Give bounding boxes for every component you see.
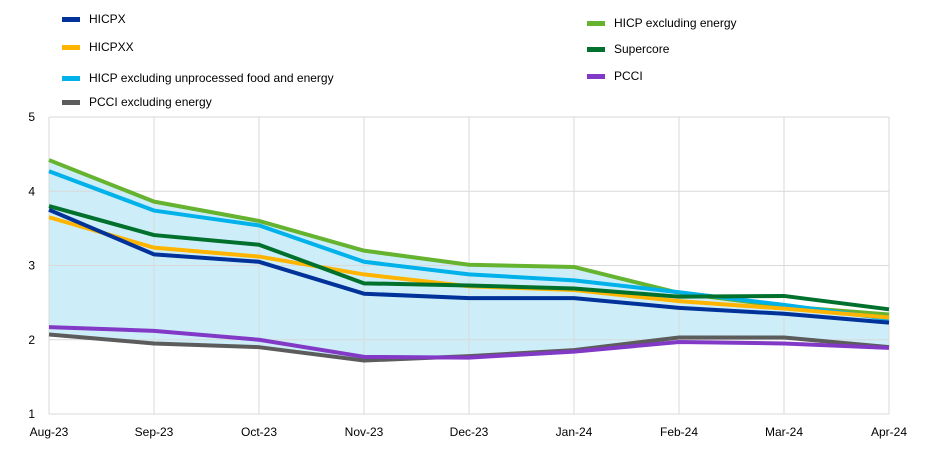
legend-item-hicp-excl-unprocessed-food-energy: HICP excluding unprocessed food and ener… — [62, 71, 334, 85]
legend-label: HICPX — [89, 12, 126, 26]
legend-swatch — [587, 46, 605, 52]
legend-label: HICPXX — [89, 40, 134, 54]
x-tick-label: Aug-23 — [30, 425, 69, 439]
series-line-hicpx — [48, 207, 890, 325]
y-tick-label: 5 — [28, 110, 35, 124]
legend-item-supercore: Supercore — [587, 42, 669, 56]
x-tick-label: Oct-23 — [241, 425, 277, 439]
legend-item-hicp-excl-energy: HICP excluding energy — [587, 16, 737, 30]
x-tick-label: Jan-24 — [556, 425, 593, 439]
series-line-supercore — [48, 204, 890, 312]
legend-swatch — [62, 44, 80, 50]
x-tick-label: Dec-23 — [450, 425, 489, 439]
y-tick-label: 1 — [28, 407, 35, 421]
x-tick-label: Apr-24 — [871, 425, 907, 439]
legend-swatch — [62, 99, 80, 105]
legend-swatch — [62, 75, 80, 81]
y-tick-label: 2 — [28, 333, 35, 347]
series-line-pcci — [48, 325, 890, 360]
legend-label: PCCI excluding energy — [89, 95, 212, 109]
legend-item-hicpxx: HICPXX — [62, 40, 134, 54]
legend-label: HICP excluding unprocessed food and ener… — [89, 71, 334, 85]
y-tick-label: 4 — [28, 184, 35, 198]
legend-label: PCCI — [614, 69, 643, 83]
legend-label: Supercore — [614, 42, 670, 56]
legend-item-hicpx: HICPX — [62, 12, 126, 26]
legend-swatch — [587, 20, 605, 26]
y-tick-label: 3 — [28, 259, 35, 273]
legend-swatch — [587, 73, 605, 79]
x-tick-label: Nov-23 — [345, 425, 384, 439]
legend-item-pcci: PCCI — [587, 69, 643, 83]
x-tick-label: Sep-23 — [135, 425, 174, 439]
x-tick-label: Mar-24 — [765, 425, 803, 439]
legend-item-pcci-excl-energy: PCCI excluding energy — [62, 95, 212, 109]
series-line-hicp-excluding-unprocessed-food-and-energy — [48, 169, 890, 321]
legend-swatch — [62, 16, 80, 22]
x-tick-label: Feb-24 — [660, 425, 698, 439]
legend-label: HICP excluding energy — [614, 16, 737, 30]
